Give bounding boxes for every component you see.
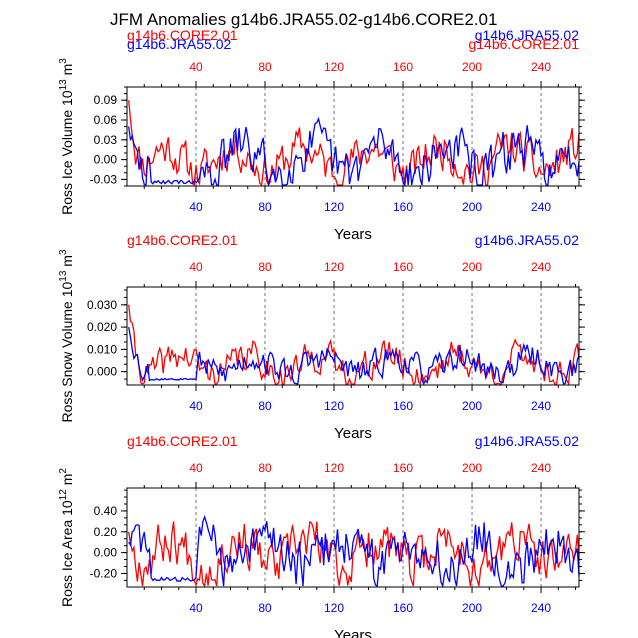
y-tick-label: 0.020 bbox=[87, 320, 117, 334]
plot-frame bbox=[126, 86, 580, 187]
legend-label-left: g14b6.CORE2.01 bbox=[127, 433, 238, 449]
x-tick-label-bottom: 80 bbox=[258, 399, 272, 413]
y-tick-label: 0.06 bbox=[94, 113, 118, 127]
y-axis-label: Ross Snow Volume 1013 m3 bbox=[58, 249, 75, 423]
series-line-jra bbox=[128, 116, 580, 187]
x-tick-label-top: 120 bbox=[324, 260, 344, 274]
plot-frame bbox=[126, 286, 580, 386]
x-tick-label-top: 80 bbox=[258, 461, 272, 475]
chart-panel-2: g14b6.CORE2.01 g14b6.JRA55.02 40 40 80 80 120 1… bbox=[58, 232, 585, 442]
legend-label-left: g14b6.CORE2.01 bbox=[127, 232, 238, 248]
x-tick-label-bottom: 40 bbox=[189, 200, 203, 214]
y-axis-label: Ross Ice Area 1012 m2 bbox=[58, 468, 75, 607]
x-tick-label-top: 240 bbox=[531, 260, 551, 274]
figure-title: JFM Anomalies g14b6.JRA55.02-g14b6.CORE2… bbox=[110, 10, 497, 29]
x-tick-label-top: 80 bbox=[258, 260, 272, 274]
x-tick-label-top: 160 bbox=[393, 60, 413, 74]
x-tick-label-bottom: 40 bbox=[189, 601, 203, 615]
x-tick-label-top: 120 bbox=[324, 60, 344, 74]
x-tick-label-bottom: 240 bbox=[531, 200, 551, 214]
y-axis-label: Ross Ice Volume 1013 m3 bbox=[58, 58, 75, 215]
y-tick-label: 0.00 bbox=[94, 546, 118, 560]
x-tick-label-bottom: 160 bbox=[393, 399, 413, 413]
y-tick-label: 0.000 bbox=[87, 365, 117, 379]
x-tick-label-top: 240 bbox=[531, 60, 551, 74]
x-tick-label-top: 200 bbox=[462, 461, 482, 475]
y-tick-label: 0.00 bbox=[94, 153, 118, 167]
x-tick-label-bottom: 200 bbox=[462, 399, 482, 413]
x-axis-label: Years bbox=[334, 425, 372, 442]
x-tick-label-top: 120 bbox=[324, 461, 344, 475]
x-tick-label-top: 40 bbox=[189, 260, 203, 274]
x-tick-label-top: 160 bbox=[393, 461, 413, 475]
x-tick-label-top: 40 bbox=[189, 461, 203, 475]
legend-label-overlap-right: g14b6.CORE2.01 bbox=[468, 36, 579, 52]
chart-panel-3: g14b6.CORE2.01 g14b6.JRA55.02 40 40 80 80 120 1… bbox=[58, 433, 585, 638]
y-tick-label: -0.03 bbox=[90, 172, 118, 186]
x-tick-label-top: 200 bbox=[462, 60, 482, 74]
x-axis-label: Years bbox=[334, 627, 372, 638]
x-tick-label-top: 200 bbox=[462, 260, 482, 274]
x-tick-label-bottom: 120 bbox=[324, 399, 344, 413]
series-line-jra bbox=[128, 326, 580, 386]
series-line-core bbox=[128, 304, 580, 387]
plot-frame bbox=[126, 487, 580, 588]
y-tick-label: 0.40 bbox=[94, 504, 118, 518]
x-tick-label-top: 40 bbox=[189, 60, 203, 74]
x-tick-label-top: 160 bbox=[393, 260, 413, 274]
legend-label-right: g14b6.JRA55.02 bbox=[475, 433, 580, 449]
x-axis-label: Years bbox=[334, 226, 372, 243]
x-tick-label-bottom: 200 bbox=[462, 200, 482, 214]
y-tick-label: 0.09 bbox=[94, 93, 118, 107]
legend-label-right: g14b6.JRA55.02 bbox=[475, 232, 580, 248]
x-tick-label-bottom: 160 bbox=[393, 200, 413, 214]
legend-label-left: g14b6.CORE2.01 bbox=[127, 27, 238, 43]
x-tick-label-bottom: 120 bbox=[324, 200, 344, 214]
x-tick-label-top: 240 bbox=[531, 461, 551, 475]
legend-label-right: g14b6.JRA55.02 bbox=[475, 27, 580, 43]
y-tick-label: 0.03 bbox=[94, 133, 118, 147]
series-line-core bbox=[128, 520, 580, 588]
x-tick-label-bottom: 160 bbox=[393, 601, 413, 615]
x-tick-label-top: 80 bbox=[258, 60, 272, 74]
x-tick-label-bottom: 120 bbox=[324, 601, 344, 615]
x-tick-label-bottom: 80 bbox=[258, 200, 272, 214]
y-tick-label: 0.010 bbox=[87, 342, 117, 356]
x-tick-label-bottom: 80 bbox=[258, 601, 272, 615]
legend-label-overlap-left: g14b6.JRA55.02 bbox=[127, 36, 232, 52]
x-tick-label-bottom: 200 bbox=[462, 601, 482, 615]
x-tick-label-bottom: 240 bbox=[531, 601, 551, 615]
y-tick-label: -0.20 bbox=[90, 566, 118, 580]
y-tick-label: 0.20 bbox=[94, 525, 118, 539]
x-tick-label-bottom: 240 bbox=[531, 399, 551, 413]
series-line-jra bbox=[128, 514, 580, 589]
x-tick-label-bottom: 40 bbox=[189, 399, 203, 413]
y-tick-label: 0.030 bbox=[87, 298, 117, 312]
